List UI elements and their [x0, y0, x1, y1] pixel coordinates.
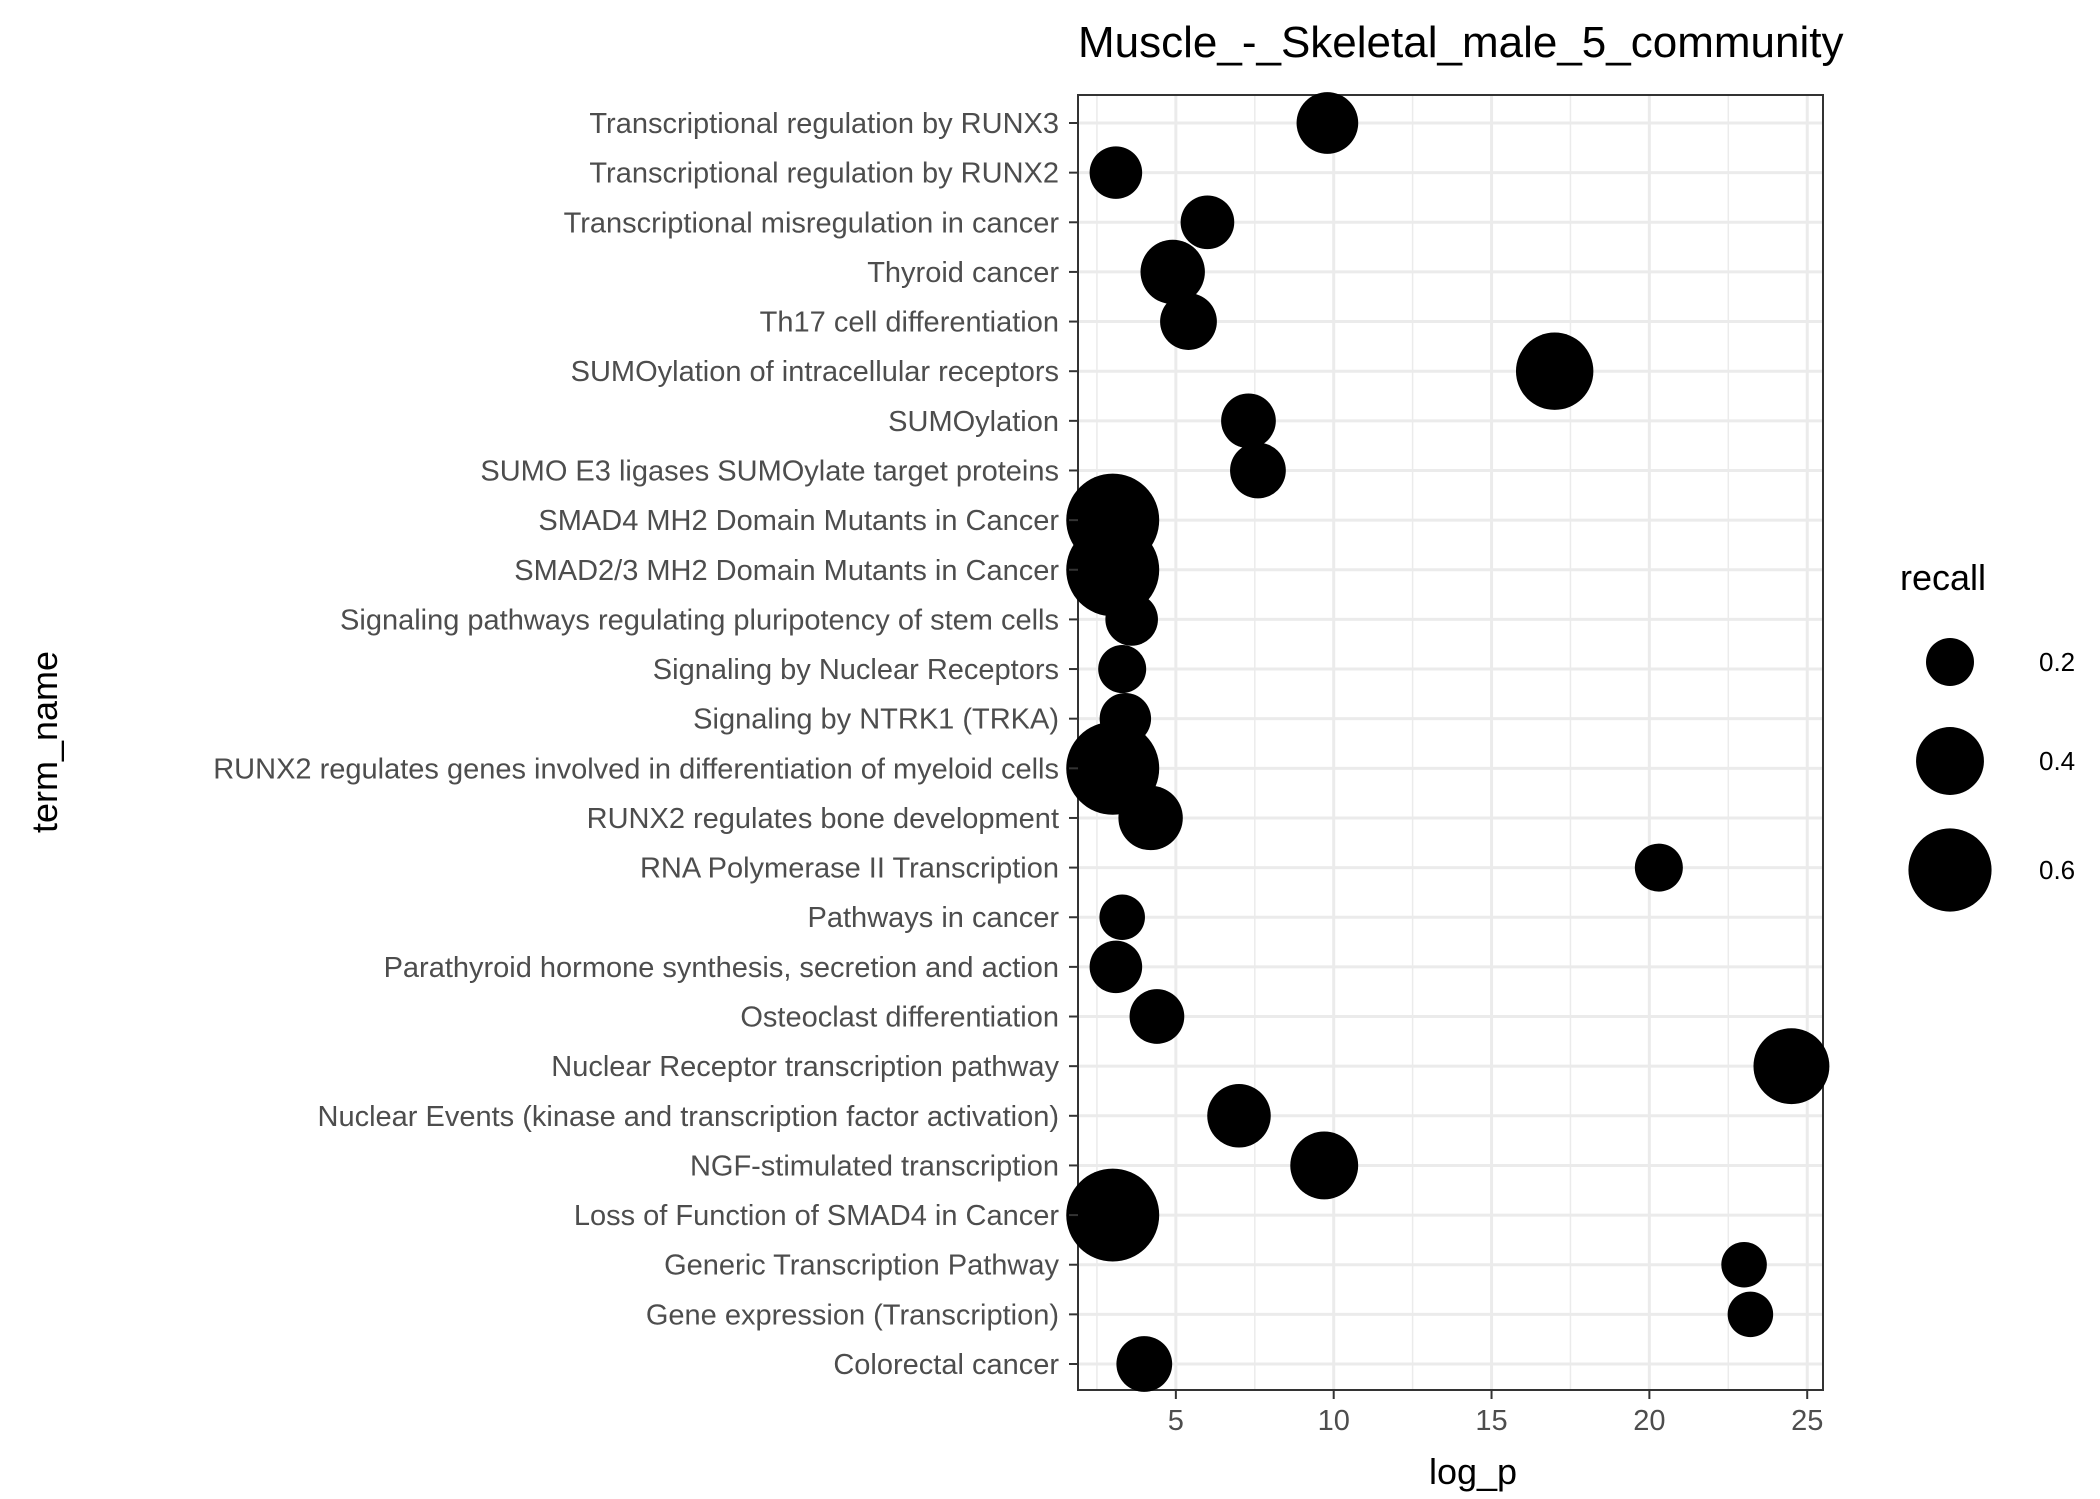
y-tick-label: Nuclear Events (kinase and transcription… — [318, 1101, 1059, 1133]
y-tick-label: Signaling by NTRK1 (TRKA) — [693, 704, 1059, 736]
legend-key — [1908, 828, 1992, 912]
y-tick-label: Loss of Function of SMAD4 in Cancer — [574, 1200, 1060, 1232]
chart-title: Muscle_-_Skeletal_male_5_community — [1078, 18, 1843, 67]
legend-key — [1926, 638, 1974, 686]
data-point — [1180, 195, 1235, 250]
x-tick-label: 5 — [1168, 1405, 1184, 1437]
data-point — [1140, 239, 1205, 305]
data-point — [1105, 593, 1158, 646]
y-tick-label: Gene expression (Transcription) — [646, 1299, 1059, 1331]
y-axis-title: term_name — [24, 651, 65, 833]
data-point — [1296, 92, 1359, 154]
legend-label: 0.6 — [2039, 855, 2075, 885]
data-point — [1129, 989, 1185, 1044]
data-point — [1634, 843, 1683, 892]
y-tick-label: SUMO E3 ligases SUMOylate target protein… — [480, 455, 1059, 487]
y-tick-label: SMAD2/3 MH2 Domain Mutants in Cancer — [514, 555, 1059, 587]
legend-key — [1916, 727, 1984, 795]
data-point — [1721, 1241, 1767, 1288]
x-tick-label: 15 — [1475, 1405, 1507, 1437]
x-axis: 5 10 15 20 25 — [1168, 1390, 1823, 1437]
data-point — [1066, 523, 1160, 617]
y-tick-label: Pathways in cancer — [808, 902, 1060, 934]
x-tick-label: 20 — [1633, 1405, 1665, 1437]
legend-label: 0.4 — [2039, 746, 2075, 776]
y-tick-label: SMAD4 MH2 Domain Mutants in Cancer — [538, 505, 1059, 537]
y-tick-label: RUNX2 regulates bone development — [587, 803, 1059, 835]
legend-title: recall — [1900, 557, 1986, 598]
y-tick-label: SUMOylation of intracellular receptors — [571, 356, 1059, 388]
data-point — [1066, 1168, 1160, 1262]
y-tick-label: Generic Transcription Pathway — [664, 1250, 1059, 1282]
y-tick-label: Nuclear Receptor transcription pathway — [551, 1051, 1059, 1083]
data-point — [1099, 894, 1145, 941]
y-tick-label: RNA Polymerase II Transcription — [640, 853, 1059, 885]
y-tick-label: Signaling by Nuclear Receptors — [653, 654, 1059, 686]
y-tick-label: RUNX2 regulates genes involved in differ… — [213, 753, 1059, 785]
data-point — [1118, 785, 1183, 851]
x-tick-label: 10 — [1318, 1405, 1350, 1437]
y-tick-label: Osteoclast differentiation — [740, 1002, 1059, 1034]
x-axis-title: log_p — [1429, 1451, 1517, 1492]
data-point — [1098, 645, 1147, 694]
y-tick-label: Transcriptional regulation by RUNX3 — [589, 108, 1059, 140]
data-point — [1727, 1291, 1774, 1338]
data-point — [1116, 1336, 1173, 1392]
y-tick-label: SUMOylation — [888, 406, 1059, 438]
data-point — [1089, 146, 1143, 199]
y-tick-label: NGF-stimulated transcription — [690, 1150, 1059, 1182]
y-tick-label: Th17 cell differentiation — [760, 307, 1059, 339]
data-point — [1753, 1028, 1830, 1105]
data-point — [1230, 442, 1286, 499]
y-tick-label: Signaling pathways regulating pluripoten… — [340, 604, 1059, 636]
legend: recall 0.2 0.4 0.6 — [1900, 557, 2075, 912]
data-point — [1160, 293, 1217, 350]
y-tick-label: Transcriptional misregulation in cancer — [564, 207, 1060, 239]
data-point — [1221, 393, 1276, 449]
data-point — [1089, 940, 1143, 994]
y-tick-label: Colorectal cancer — [833, 1349, 1059, 1381]
y-axis: Transcriptional regulation by RUNX3 Trans… — [213, 108, 1078, 1381]
y-tick-label: Transcriptional regulation by RUNX2 — [589, 158, 1059, 190]
x-tick-label: 25 — [1791, 1405, 1823, 1437]
legend-label: 0.2 — [2039, 647, 2075, 677]
data-point — [1290, 1131, 1359, 1200]
y-tick-label: Parathyroid hormone synthesis, secretion… — [384, 952, 1059, 984]
y-tick-label: Thyroid cancer — [867, 257, 1059, 289]
data-point — [1207, 1084, 1271, 1148]
data-points — [1066, 92, 1830, 1392]
data-point — [1515, 332, 1594, 410]
